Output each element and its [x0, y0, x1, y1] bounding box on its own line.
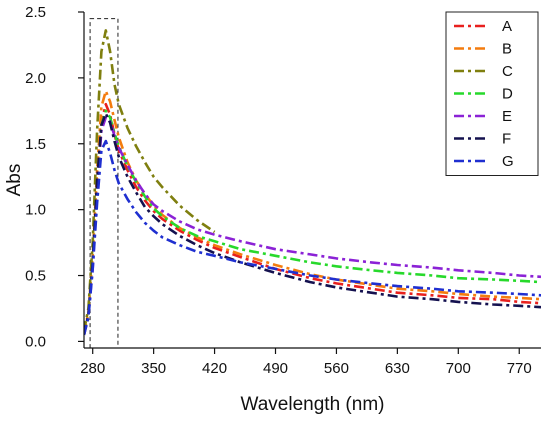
y-tick-label: 1.5: [25, 136, 46, 153]
series-line-c: [84, 29, 216, 332]
y-tick-label: 2.0: [25, 70, 46, 87]
series-line-g: [84, 139, 541, 336]
legend-label-c: C: [502, 63, 513, 80]
series-lines: [84, 29, 541, 336]
legend-label-f: F: [502, 131, 511, 148]
x-axis-title: Wavelength (nm): [241, 394, 385, 415]
y-tick-label: 0.5: [25, 268, 46, 285]
series-line-a: [84, 102, 541, 336]
axes: [83, 12, 541, 349]
x-tick-label: 490: [263, 360, 288, 377]
x-tick-label: 280: [80, 360, 105, 377]
series-line-e: [84, 116, 541, 336]
legend-label-d: D: [502, 86, 513, 103]
x-tick-label: 770: [507, 360, 532, 377]
series-line-f: [84, 112, 541, 336]
legend-label-e: E: [502, 108, 512, 125]
legend-label-b: B: [502, 41, 512, 58]
legend-label-a: A: [502, 18, 512, 35]
y-axis-ticks: 0.0 0.5 1.0 1.5 2.0 2.5: [25, 4, 84, 350]
x-axis-ticks: 280 350 420 490 560 630 700 770: [80, 348, 532, 377]
y-tick-label: 2.5: [25, 4, 46, 21]
legend-label-g: G: [502, 153, 514, 170]
x-tick-label: 700: [446, 360, 471, 377]
y-tick-label: 0.0: [25, 333, 46, 350]
y-tick-label: 1.0: [25, 202, 46, 219]
y-axis-title: Abs: [4, 164, 25, 197]
x-tick-label: 560: [324, 360, 349, 377]
x-tick-label: 420: [202, 360, 227, 377]
x-tick-label: 630: [385, 360, 410, 377]
x-tick-label: 350: [141, 360, 166, 377]
series-line-b: [84, 89, 541, 334]
